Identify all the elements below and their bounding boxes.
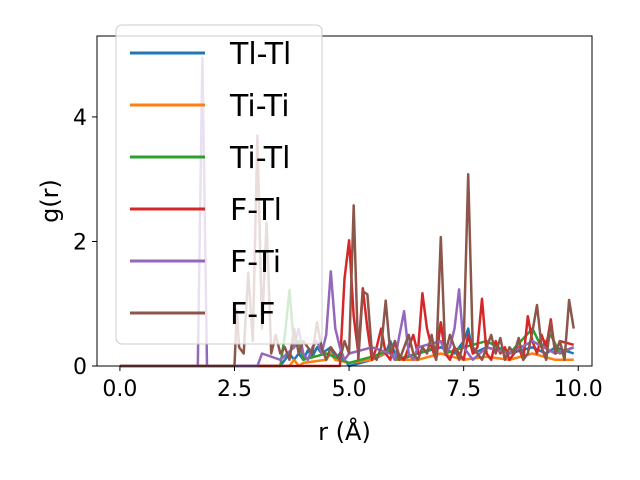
y-tick-label: 2 [73,230,87,255]
legend-entry-label: F-F [230,297,275,332]
legend-entry-label: F-Ti [230,245,281,280]
y-tick-label: 4 [73,106,87,131]
y-tick-label: 0 [73,355,87,380]
x-axis-label: r (Å) [318,417,371,446]
series-line-f-ti [119,56,575,368]
series-line-tl-tl [119,327,575,368]
axes-frame [96,35,593,367]
x-tick-label: 10.0 [554,377,603,402]
x-tick-label: 7.5 [446,377,481,402]
series-line-f-f [119,134,575,368]
x-tick-label: 5.0 [332,377,367,402]
y-axis-label: g(r) [36,179,64,223]
legend-entry-label: Ti-Ti [229,89,290,124]
y-axis: 0 2 4 [73,106,97,380]
legend-box [115,24,323,345]
legend-entry-label: Ti-Tl [229,141,290,176]
x-tick-label: 2.5 [217,377,252,402]
x-tick-label: 0.0 [102,377,137,402]
legend-entry-label: F-Tl [230,193,282,228]
legend: Tl-Tl Ti-Ti Ti-Tl F-Tl F-Ti F-F [115,24,323,345]
legend-entry-label: Tl-Tl [229,37,291,72]
x-axis: 0.0 2.5 5.0 7.5 10.0 [102,366,603,402]
